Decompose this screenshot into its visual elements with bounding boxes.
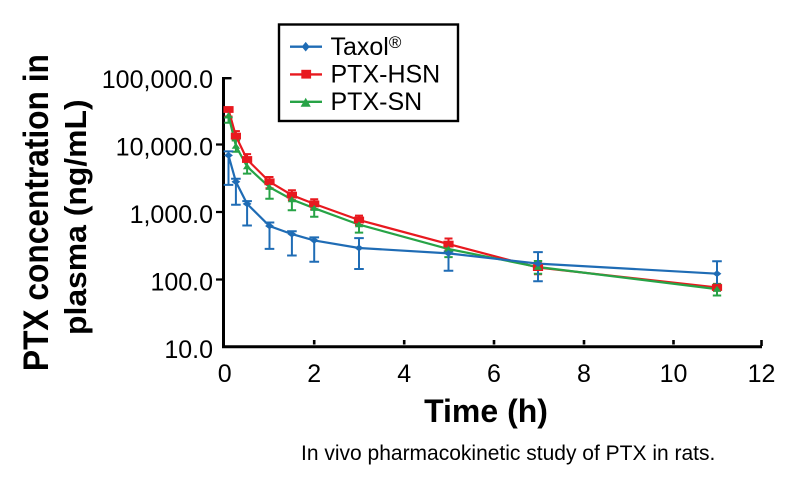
svg-text:100.0: 100.0 — [150, 269, 213, 297]
svg-text:In vivo pharmacokinetic study: In vivo pharmacokinetic study of PTX in … — [301, 442, 715, 465]
svg-text:1,000.0: 1,000.0 — [130, 201, 213, 229]
svg-text:2: 2 — [307, 360, 321, 388]
svg-text:4: 4 — [397, 360, 411, 388]
svg-text:0: 0 — [218, 360, 232, 388]
svg-text:12: 12 — [748, 360, 776, 388]
svg-text:PTX-SN: PTX-SN — [331, 88, 423, 116]
svg-text:10: 10 — [660, 360, 688, 388]
svg-text:PTX-HSN: PTX-HSN — [331, 61, 441, 89]
svg-text:Time (h): Time (h) — [424, 393, 548, 429]
svg-text:10,000.0: 10,000.0 — [116, 134, 213, 162]
svg-text:8: 8 — [577, 360, 591, 388]
svg-text:6: 6 — [487, 360, 501, 388]
svg-text:plasma (ng/mL): plasma (ng/mL) — [58, 99, 92, 335]
svg-text:100,000.0: 100,000.0 — [102, 66, 213, 94]
svg-text:PTX concentration in: PTX concentration in — [18, 54, 57, 371]
svg-text:10.0: 10.0 — [164, 336, 213, 364]
